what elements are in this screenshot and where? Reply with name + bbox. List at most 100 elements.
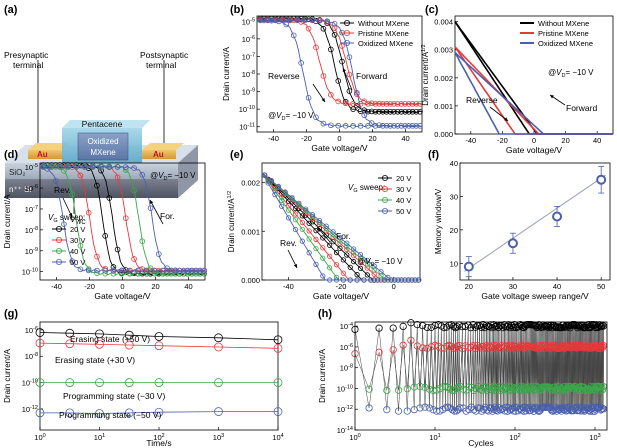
legend-label: 50 V [396, 207, 411, 216]
forward-marker [189, 267, 195, 274]
arrow-head [68, 213, 73, 217]
x-tick-label: 0 [337, 134, 341, 143]
data-marker [124, 408, 134, 418]
forward-marker [303, 206, 309, 212]
forward-marker [383, 108, 390, 115]
condition-b: @VD= −10 V [268, 111, 314, 122]
cycle-marker [407, 319, 415, 327]
reverse-marker [372, 101, 379, 107]
y-axis-label: Drain current/A [3, 194, 12, 248]
cycle-marker [524, 382, 532, 391]
y-tick-label: 10-10 [239, 105, 255, 114]
reverse-marker [320, 120, 327, 127]
legend-marker [343, 29, 350, 36]
reverse-marker [387, 108, 394, 115]
panel-a-label: (a) [4, 4, 18, 16]
plot-frame [354, 321, 608, 431]
reverse-marker [61, 221, 67, 227]
forward-marker [309, 17, 316, 24]
chart-b: -40 -20 0 20 40 10-5 10-6 10-7 10-8 10-9 10-10 10-1… [222, 15, 423, 153]
postsyn-text-2: terminal [146, 60, 176, 70]
forward-marker [391, 123, 397, 129]
x-tick-label: -40 [283, 282, 294, 291]
reverse-marker [320, 273, 326, 279]
x-tick-label: 101 [429, 433, 440, 442]
cycle-marker [567, 322, 575, 330]
reverse-marker [372, 123, 379, 129]
data-marker [65, 339, 75, 349]
x-tick-label: 100 [349, 433, 360, 442]
x-tick-label: 20 [151, 282, 159, 291]
reverse-marker [261, 17, 267, 24]
data-marker [214, 407, 223, 416]
au-left-electrode [28, 143, 70, 150]
x-tick-label: -20 [84, 282, 95, 291]
reverse-label: Reverse [466, 95, 498, 105]
x-tick-label: -20 [336, 282, 347, 291]
cycle-marker [596, 343, 604, 351]
cycle-marker [471, 323, 480, 331]
chart-g: 100 101 102 103 104 10-6 10-8 10-10 10-12 Erasing… [3, 321, 284, 448]
forward-marker [287, 17, 293, 24]
cycle-marker [389, 346, 397, 354]
forward-marker [354, 89, 360, 96]
x-axis-label: Time/s [146, 438, 171, 448]
forward-marker [361, 112, 368, 119]
cycle-marker [585, 320, 593, 329]
reverse-marker [279, 203, 285, 209]
forward-marker [351, 246, 357, 252]
reverse-marker [416, 277, 422, 283]
panel-c-label: (c) [425, 4, 439, 16]
reverse-marker [85, 267, 92, 274]
reverse-marker [184, 267, 191, 274]
x-tick-label: -40 [268, 134, 279, 143]
panel-g-label: (g) [4, 308, 18, 320]
reverse-marker [313, 236, 319, 242]
forward-marker [346, 54, 353, 60]
x-tick-label: 40 [553, 282, 561, 291]
si-text: n⁺⁺ Si [9, 185, 31, 194]
forward-marker [279, 17, 286, 24]
cycle-marker [456, 404, 464, 412]
reverse-marker [340, 257, 346, 263]
cycle-marker [575, 403, 583, 411]
cycle-marker [523, 404, 531, 413]
reverse-marker [335, 78, 342, 84]
cycle-marker [598, 343, 607, 351]
cycle-marker [410, 383, 418, 391]
y-tick-label: 0.002 [241, 179, 260, 188]
y-tick-label: 10-7 [242, 52, 255, 61]
cycle-marker [375, 348, 383, 356]
cycle-marker [407, 336, 415, 344]
forward-marker [139, 238, 146, 244]
y-tick-label: 0.001 [434, 102, 453, 111]
x-tick-label: 101 [94, 433, 105, 442]
legend-marker [381, 174, 388, 181]
forward-marker [391, 101, 397, 107]
forward-marker [131, 256, 137, 262]
legend-label: Pristine MXene [538, 29, 589, 38]
reverse-marker [365, 108, 371, 115]
y-tick-label: 10-12 [22, 405, 38, 414]
panel-d-label: (d) [4, 149, 18, 161]
reverse-marker [313, 261, 319, 267]
data-marker [273, 407, 283, 416]
forward-marker [330, 229, 336, 235]
forward-marker [139, 172, 146, 178]
cycle-marker [514, 323, 522, 331]
reverse-marker [340, 270, 346, 276]
y-axis-label: Drain current/A [318, 348, 327, 402]
reverse-marker [283, 21, 290, 28]
x-tick-label: -40 [465, 136, 476, 145]
forward-marker [368, 100, 375, 107]
forward-marker [405, 123, 412, 129]
reverse-marker [320, 25, 327, 32]
data-marker [65, 328, 75, 338]
data-marker [214, 378, 223, 387]
y-tick-label: 10-10 [22, 379, 38, 388]
cycle-marker [475, 344, 484, 352]
x-axis-label: Cycles [468, 438, 494, 448]
forward-marker [351, 259, 357, 265]
reverse-marker [160, 267, 166, 274]
